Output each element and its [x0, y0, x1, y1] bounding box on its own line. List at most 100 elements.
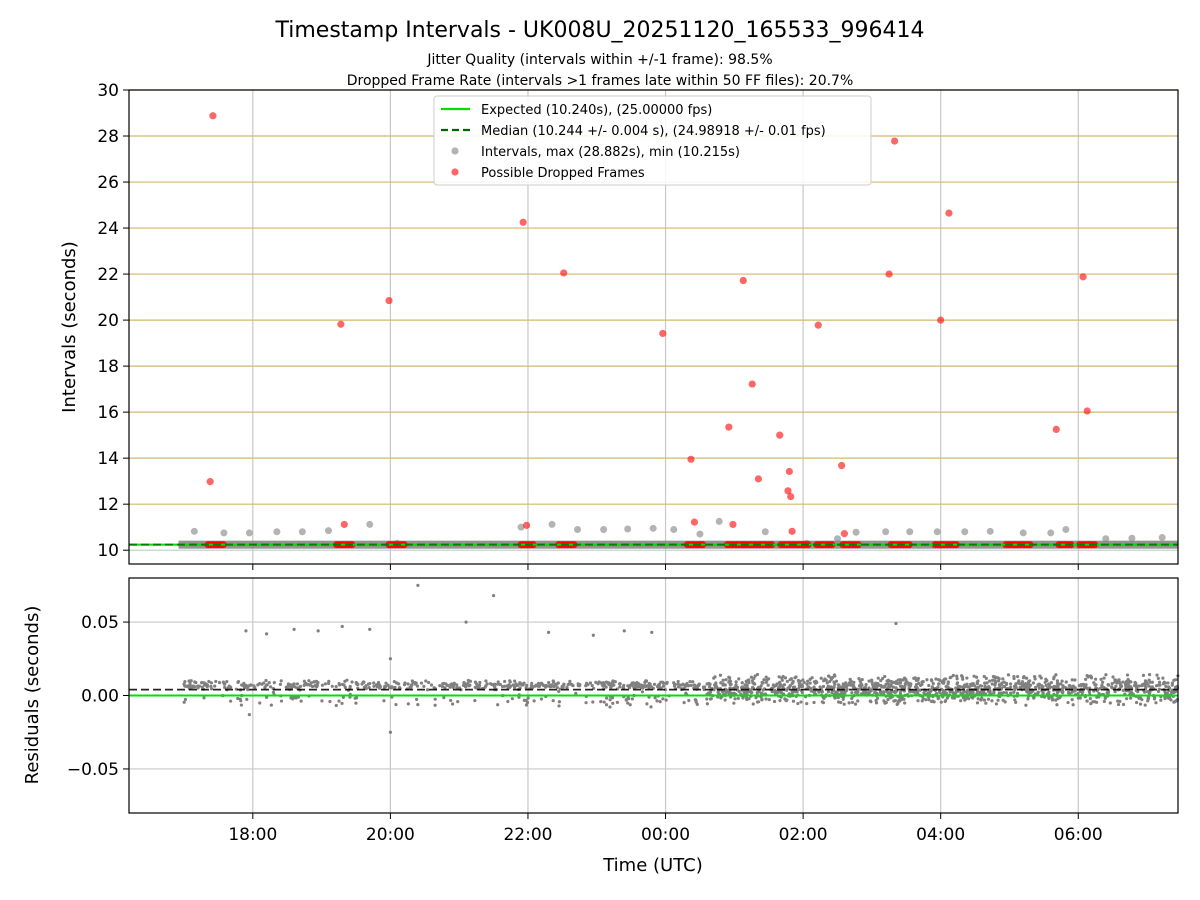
- residual-point: [394, 702, 398, 707]
- residual-point: [441, 682, 445, 686]
- dropped-frame-point: [337, 320, 345, 328]
- residual-point: [896, 682, 900, 686]
- residual-point: [844, 688, 849, 693]
- residual-point: [1001, 698, 1005, 702]
- residual-point: [388, 730, 392, 734]
- residual-point: [1055, 681, 1060, 685]
- residual-point: [982, 674, 986, 679]
- residual-point: [955, 677, 959, 681]
- residual-point: [996, 698, 1000, 702]
- residual-point: [557, 704, 561, 708]
- intervals-y-tick-label: 28: [97, 127, 119, 147]
- residual-point: [755, 672, 760, 677]
- residual-point: [387, 685, 392, 690]
- residual-point: [607, 683, 612, 687]
- residual-point: [707, 685, 712, 689]
- residual-point: [736, 696, 740, 701]
- residual-point: [723, 683, 727, 687]
- residual-point: [884, 700, 888, 705]
- residual-point: [591, 700, 595, 704]
- residual-point: [422, 684, 426, 688]
- residual-point: [850, 683, 854, 687]
- residual-point: [1044, 683, 1048, 688]
- residual-point: [530, 685, 535, 689]
- residual-point: [844, 685, 848, 689]
- residual-point: [691, 680, 695, 684]
- residual-point: [1070, 678, 1074, 682]
- residual-point: [719, 681, 723, 685]
- residual-point: [307, 679, 311, 683]
- residual-point: [1073, 678, 1077, 682]
- residual-point: [1095, 700, 1099, 704]
- residual-point: [295, 682, 299, 686]
- residual-point: [457, 686, 462, 690]
- residual-point: [1097, 692, 1101, 696]
- residual-point: [843, 691, 847, 695]
- residual-point: [1148, 680, 1152, 684]
- residual-point: [279, 679, 283, 683]
- residual-point: [1026, 697, 1030, 701]
- residual-point: [1102, 685, 1106, 690]
- residual-point: [1071, 703, 1075, 707]
- residual-point: [879, 683, 883, 688]
- residual-point: [247, 712, 251, 717]
- residual-point: [183, 684, 187, 688]
- residual-point: [657, 682, 662, 686]
- intervals-y-axis-label: Intervals (seconds): [59, 241, 80, 413]
- residual-point: [1143, 679, 1148, 683]
- residual-point: [586, 683, 590, 687]
- residual-point: [1114, 684, 1118, 688]
- residual-point: [994, 702, 999, 706]
- residual-point: [743, 683, 747, 687]
- residual-point: [1172, 700, 1176, 704]
- residual-point: [870, 678, 874, 682]
- residual-point: [264, 695, 269, 699]
- residual-point: [747, 678, 751, 682]
- residual-point: [187, 679, 191, 683]
- interval-point: [1062, 525, 1070, 533]
- residual-point: [826, 684, 830, 688]
- residual-point: [608, 698, 612, 702]
- residual-point: [664, 698, 668, 702]
- residual-point: [737, 689, 741, 694]
- residual-point: [856, 690, 860, 694]
- residual-point: [1137, 684, 1141, 688]
- residual-point: [650, 630, 654, 634]
- residual-point: [730, 691, 734, 696]
- residual-point: [976, 686, 980, 691]
- residual-point: [1016, 681, 1020, 685]
- interval-point: [273, 528, 281, 536]
- residual-point: [599, 700, 603, 704]
- residual-point: [552, 680, 556, 684]
- residual-point: [1052, 677, 1056, 681]
- residual-point: [415, 684, 420, 688]
- residual-point: [526, 696, 530, 700]
- residual-point: [812, 685, 816, 689]
- residual-point: [964, 690, 968, 694]
- residual-point: [533, 684, 537, 688]
- residual-point: [302, 679, 306, 683]
- dropped-frame-point: [785, 467, 793, 476]
- residual-point: [507, 686, 511, 690]
- residual-point: [1147, 684, 1151, 688]
- residual-point: [821, 701, 826, 705]
- residual-point: [340, 624, 344, 629]
- residual-point: [1116, 699, 1120, 703]
- residual-point: [771, 683, 775, 687]
- residual-point: [462, 681, 467, 686]
- residual-point: [376, 680, 381, 685]
- residual-point: [889, 684, 893, 688]
- residual-point: [1126, 677, 1130, 682]
- residual-point: [1012, 676, 1016, 681]
- residual-point: [1113, 690, 1117, 694]
- residual-point: [946, 680, 950, 684]
- residual-point: [1013, 687, 1017, 691]
- interval-point: [882, 528, 890, 536]
- residual-point: [636, 685, 640, 689]
- interval-point: [961, 528, 969, 536]
- residual-point: [202, 696, 206, 700]
- residual-point: [972, 674, 976, 678]
- residual-point: [1087, 690, 1092, 694]
- residual-point: [781, 685, 785, 690]
- residual-point: [744, 679, 748, 683]
